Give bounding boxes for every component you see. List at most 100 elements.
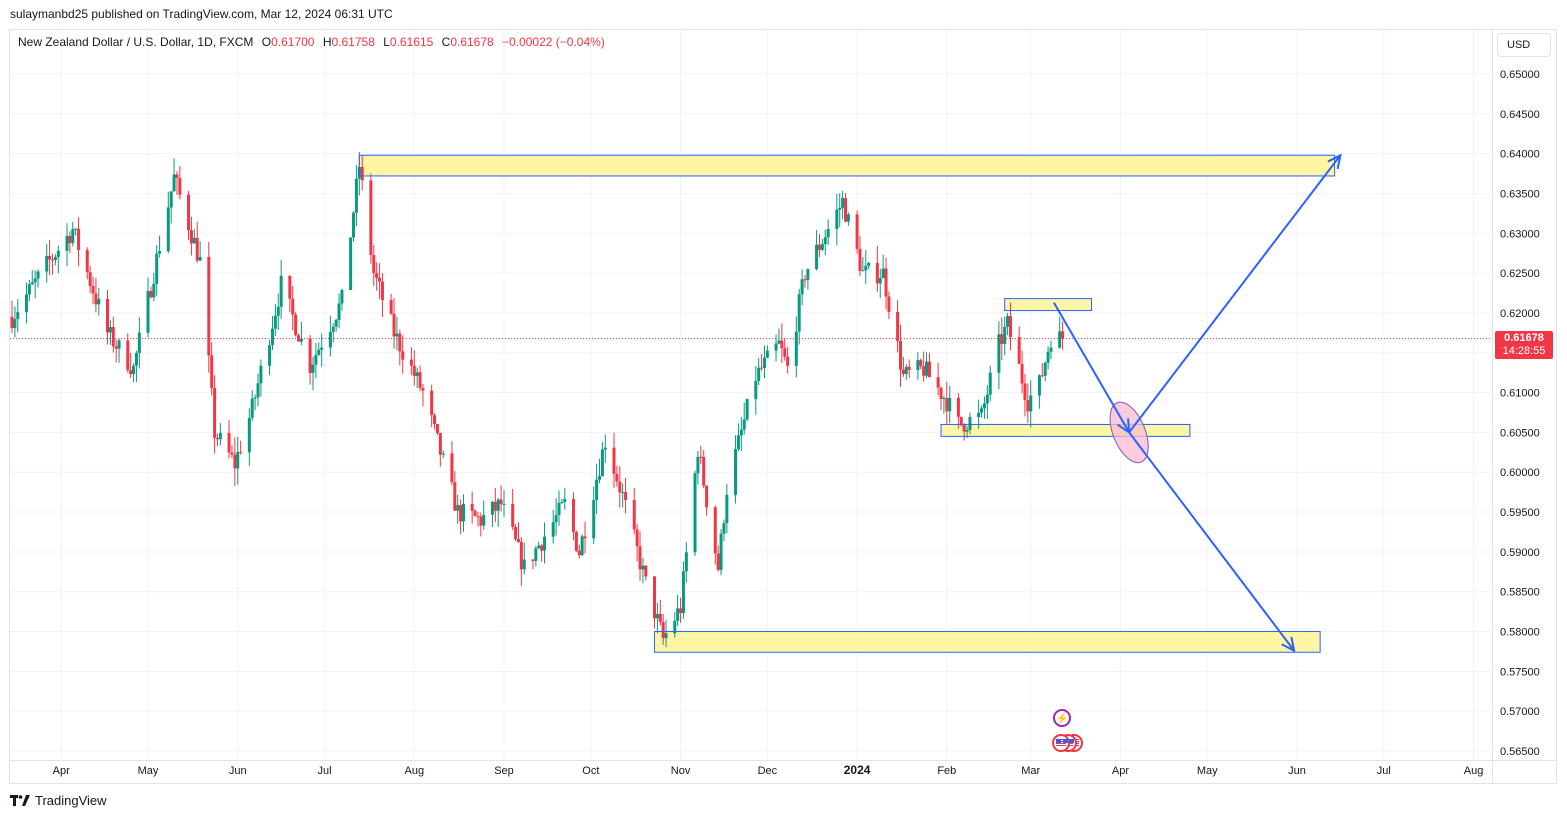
candle-body xyxy=(354,178,358,213)
candle-body xyxy=(415,372,419,376)
candle-body xyxy=(294,314,298,336)
candle-down xyxy=(106,290,110,345)
time-tick-label: Apr xyxy=(1112,765,1129,777)
candle-up xyxy=(734,435,738,504)
candle-body xyxy=(713,507,717,554)
candle-body xyxy=(823,237,827,245)
candle-down xyxy=(453,471,457,511)
brand-name: TradingView xyxy=(35,793,107,808)
candle-down xyxy=(922,351,926,382)
candle-body xyxy=(878,278,882,284)
candle-body xyxy=(511,503,515,527)
candle-body xyxy=(560,501,564,503)
candle-body xyxy=(739,429,743,436)
candle-up xyxy=(311,356,315,391)
candle-body xyxy=(1049,347,1053,352)
candle-body xyxy=(1037,375,1041,396)
candle-down xyxy=(189,216,193,256)
candle-body xyxy=(661,622,665,639)
candle-body xyxy=(108,327,112,333)
candle-up xyxy=(456,494,460,524)
candle-body xyxy=(476,515,480,517)
candle-up xyxy=(603,434,607,463)
candle-body xyxy=(864,265,868,271)
candle-body xyxy=(681,571,685,614)
footer-brand[interactable]: TradingView xyxy=(10,793,107,808)
candle-down xyxy=(786,346,790,374)
candle-body xyxy=(438,432,442,455)
candle-down xyxy=(571,492,575,541)
candle-body xyxy=(268,345,272,366)
candle-down xyxy=(91,276,95,305)
candle-up xyxy=(835,193,839,246)
us-flag-icon[interactable] xyxy=(1052,734,1070,752)
candle-body xyxy=(129,370,133,375)
candle-body xyxy=(875,262,879,284)
candle-body xyxy=(736,435,740,450)
candle-body xyxy=(899,341,903,370)
candle-body xyxy=(959,416,963,425)
low-label: L xyxy=(383,35,390,49)
candle-up xyxy=(745,398,749,422)
candle-body xyxy=(925,361,929,376)
candle-up xyxy=(673,612,677,638)
candle-body xyxy=(522,559,526,570)
candle-down xyxy=(638,531,642,581)
candle-body xyxy=(580,536,584,556)
arrow-shaft xyxy=(1128,431,1295,652)
candle-up xyxy=(299,321,303,345)
candle-body xyxy=(916,360,920,370)
currency-button[interactable]: USD xyxy=(1497,33,1551,57)
candle-up xyxy=(765,345,769,359)
symbol-legend: New Zealand Dollar / U.S. Dollar, 1D, FX… xyxy=(18,35,605,49)
candle-body xyxy=(435,423,439,433)
candle-body xyxy=(74,228,78,230)
lightning-icon[interactable]: ⚡ xyxy=(1053,709,1071,727)
candle-down xyxy=(459,499,463,534)
candle-body xyxy=(308,338,312,373)
last-price-value: 0.61678 xyxy=(1504,332,1544,344)
candle-down xyxy=(369,173,373,264)
candle-up xyxy=(696,451,700,485)
candle-body xyxy=(574,531,578,551)
candle-up xyxy=(592,486,596,544)
candle-body xyxy=(514,526,518,540)
candle-up xyxy=(259,359,263,397)
candle-body xyxy=(676,608,680,621)
candle-up xyxy=(314,343,318,379)
symbol-name[interactable]: New Zealand Dollar / U.S. Dollar, 1D, FX… xyxy=(18,35,254,49)
candle-down xyxy=(899,324,903,388)
candle-body xyxy=(835,209,839,229)
candle-body xyxy=(48,256,52,260)
price-axis: 0.65000 0.64500 0.64000 0.63500 0.63000 0.625… xyxy=(1492,30,1540,783)
candle-down xyxy=(111,316,115,353)
candle-up xyxy=(97,287,101,316)
candle-up xyxy=(684,542,688,583)
candle-body xyxy=(137,332,141,353)
candle-body xyxy=(247,417,251,453)
candle-down xyxy=(699,445,703,464)
candle-up xyxy=(522,542,526,575)
candle-body xyxy=(1020,363,1024,384)
candle-body xyxy=(641,565,645,570)
candle-body xyxy=(612,447,616,474)
candle-body xyxy=(192,237,196,244)
candle-body xyxy=(496,499,500,511)
candle-down xyxy=(77,217,81,267)
candle-up xyxy=(279,259,283,319)
candle-down xyxy=(450,441,454,486)
candle-down xyxy=(499,485,503,512)
candle-body xyxy=(215,438,219,440)
candle-up xyxy=(250,390,254,422)
candle-down xyxy=(308,334,312,385)
candle-down xyxy=(68,231,72,253)
candle-body xyxy=(702,457,706,486)
candle-up xyxy=(441,450,445,459)
candle-body xyxy=(155,253,159,284)
candle-down xyxy=(378,263,382,299)
candle-up xyxy=(218,423,222,446)
candle-up xyxy=(268,339,272,376)
candle-body xyxy=(189,230,193,244)
candle-body xyxy=(392,313,396,337)
